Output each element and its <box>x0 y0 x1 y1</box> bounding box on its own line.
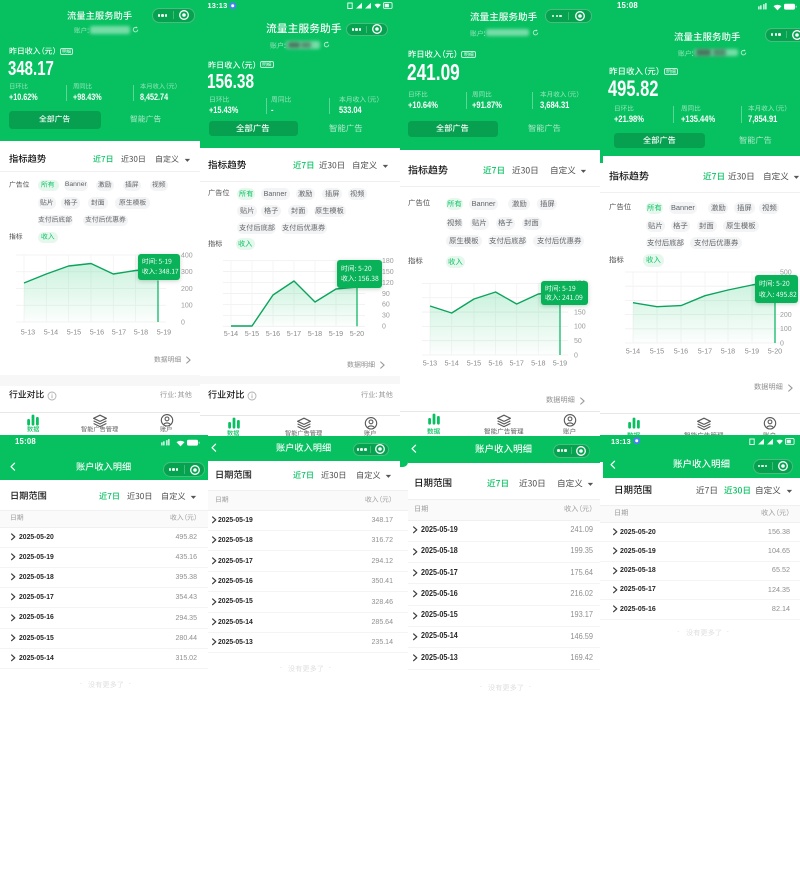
svg-text:150: 150 <box>382 269 394 276</box>
svg-text:180: 180 <box>382 258 394 265</box>
svg-text:5-20: 5-20 <box>350 329 364 338</box>
svg-text:5-14: 5-14 <box>224 329 238 338</box>
svg-text:5-14: 5-14 <box>626 347 640 356</box>
svg-text:5-15: 5-15 <box>245 329 259 338</box>
svg-text:30: 30 <box>382 313 390 320</box>
svg-text:5-19: 5-19 <box>329 329 343 338</box>
svg-text:5-13: 5-13 <box>21 328 35 337</box>
svg-text:5-19: 5-19 <box>157 328 171 337</box>
svg-text:5-16: 5-16 <box>674 347 688 356</box>
svg-text:5-17: 5-17 <box>287 329 301 338</box>
svg-text:5-16: 5-16 <box>488 359 502 368</box>
svg-text:5-18: 5-18 <box>308 329 322 338</box>
svg-text:5-17: 5-17 <box>698 347 712 356</box>
svg-text:0: 0 <box>780 340 784 347</box>
svg-text:5-17: 5-17 <box>112 328 126 337</box>
svg-text:5-14: 5-14 <box>44 328 58 337</box>
svg-text:200: 200 <box>181 286 193 293</box>
svg-text:0: 0 <box>382 324 386 331</box>
svg-text:5-18: 5-18 <box>134 328 148 337</box>
svg-text:0: 0 <box>181 319 185 326</box>
svg-text:50: 50 <box>574 338 582 345</box>
svg-text:150: 150 <box>574 309 586 316</box>
svg-text:5-16: 5-16 <box>90 328 104 337</box>
svg-text:100: 100 <box>181 303 193 310</box>
svg-text:120: 120 <box>382 280 394 287</box>
svg-text:100: 100 <box>780 326 792 333</box>
svg-text:5-17: 5-17 <box>510 359 524 368</box>
svg-text:5-18: 5-18 <box>721 347 735 356</box>
svg-text:5-19: 5-19 <box>745 347 759 356</box>
svg-text:0: 0 <box>574 352 578 359</box>
svg-text:5-13: 5-13 <box>423 359 437 368</box>
svg-text:5-15: 5-15 <box>650 347 664 356</box>
svg-text:400: 400 <box>181 252 193 259</box>
svg-text:5-20: 5-20 <box>768 347 782 356</box>
svg-text:500: 500 <box>780 269 792 276</box>
svg-text:5-15: 5-15 <box>467 359 481 368</box>
svg-text:90: 90 <box>382 291 390 298</box>
svg-text:300: 300 <box>181 269 193 276</box>
svg-text:5-18: 5-18 <box>531 359 545 368</box>
svg-text:5-19: 5-19 <box>553 359 567 368</box>
svg-text:60: 60 <box>382 302 390 309</box>
svg-text:100: 100 <box>574 324 586 331</box>
svg-text:5-15: 5-15 <box>67 328 81 337</box>
svg-text:200: 200 <box>780 312 792 319</box>
svg-text:5-16: 5-16 <box>266 329 280 338</box>
svg-text:5-14: 5-14 <box>445 359 459 368</box>
